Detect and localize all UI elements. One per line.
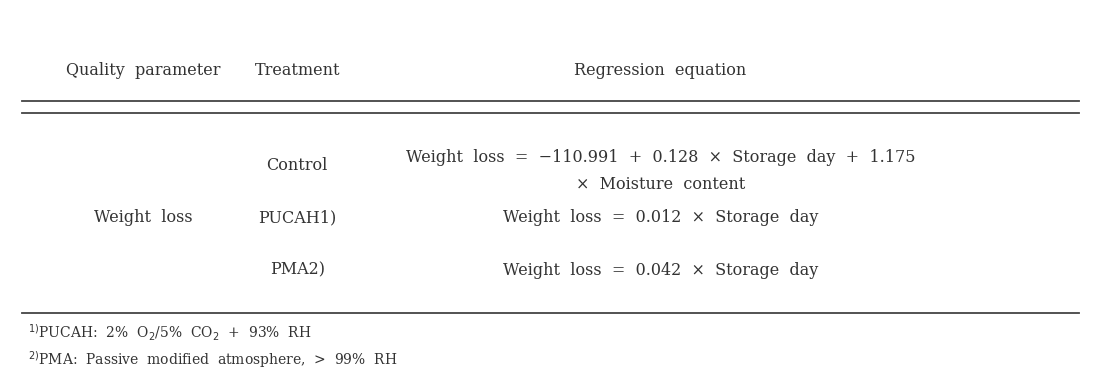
Text: $^{2)}$PMA:  Passive  modified  atmosphere,  >  99%  RH: $^{2)}$PMA: Passive modified atmosphere,… [28,349,397,370]
Text: Quality  parameter: Quality parameter [66,61,220,79]
Text: Weight  loss  =  −110.991  +  0.128  ×  Storage  day  +  1.175: Weight loss = −110.991 + 0.128 × Storage… [406,149,915,166]
Text: ×  Moisture  content: × Moisture content [576,176,745,193]
Text: PUCAH1): PUCAH1) [258,209,337,226]
Text: $^{1)}$PUCAH:  2%  O$_2$/5%  CO$_2$  +  93%  RH: $^{1)}$PUCAH: 2% O$_2$/5% CO$_2$ + 93% R… [28,322,312,343]
Text: PMA2): PMA2) [270,262,325,279]
Text: Weight  loss  =  0.042  ×  Storage  day: Weight loss = 0.042 × Storage day [503,262,818,279]
Text: Weight  loss  =  0.012  ×  Storage  day: Weight loss = 0.012 × Storage day [503,209,818,226]
Text: Weight  loss: Weight loss [94,209,193,226]
Text: Regression  equation: Regression equation [575,61,746,79]
Text: Control: Control [266,157,328,174]
Text: Treatment: Treatment [254,61,340,79]
